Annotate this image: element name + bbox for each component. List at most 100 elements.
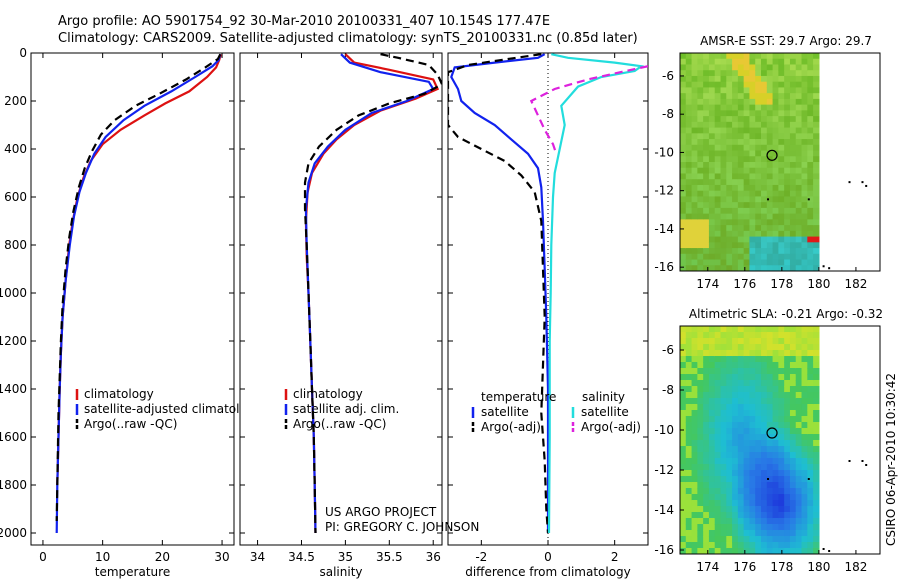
sla-cell (766, 500, 774, 507)
sla-cell (789, 494, 797, 501)
credit-project: US ARGO PROJECT (325, 505, 437, 519)
sla-cell (761, 530, 768, 537)
sla-cell (772, 326, 779, 333)
sla-cell (680, 410, 687, 417)
sla-cell (737, 368, 745, 375)
amsre-cell (784, 75, 791, 83)
amsre-cell (755, 144, 762, 152)
sla-cell (720, 464, 727, 471)
amsre-cell (772, 265, 779, 271)
amsre-cell (708, 144, 716, 152)
amsre-cell (749, 144, 756, 152)
amsre-cell (749, 75, 756, 83)
sla-cell (708, 338, 716, 345)
amsre-cell (726, 150, 733, 157)
amsre-cell (766, 121, 774, 129)
sla-cell (685, 452, 693, 459)
amsre-cell (801, 213, 808, 220)
amsre-land-dot (807, 198, 810, 201)
amsre-cell (801, 230, 808, 238)
sla-cell (697, 434, 704, 441)
sla-cell (778, 452, 785, 459)
sla-cell (801, 428, 808, 435)
sla-cell (784, 458, 791, 465)
sla-cell (755, 332, 762, 339)
sla-cell (761, 542, 768, 549)
amsre-cell (720, 127, 727, 134)
sla-cell (766, 464, 774, 471)
amsre-cell (778, 53, 785, 60)
sla-cell (761, 428, 768, 435)
sla-cell (761, 326, 768, 333)
amsre-cell (807, 202, 814, 209)
sla-cell (801, 356, 808, 363)
sla-cell (749, 398, 756, 405)
amsre-cell (778, 213, 785, 220)
amsre-cell (761, 150, 768, 157)
sla-cell (772, 434, 779, 441)
sla-cell (708, 350, 716, 357)
sla-cell (789, 476, 797, 483)
amsre-cell (813, 81, 820, 89)
amsre-land-dot (865, 184, 868, 187)
amsre-cell (685, 139, 693, 146)
sla-cell (703, 392, 710, 399)
sla-cell (755, 542, 762, 549)
amsre-cell (795, 144, 803, 152)
sla-cell (789, 548, 797, 554)
sla-cell (801, 488, 808, 495)
sla-cell (807, 458, 814, 465)
amsre-cell (807, 196, 814, 203)
sla-cell (697, 356, 704, 363)
amsre-cell (766, 98, 774, 106)
sla-cell (737, 410, 745, 417)
sla-cell (726, 410, 733, 417)
sla-cell (789, 434, 797, 441)
sla-cell (813, 392, 820, 399)
sla-cell (697, 548, 704, 554)
sla-cell (714, 446, 722, 453)
sla-cell (813, 458, 820, 465)
amsre-cell (697, 144, 704, 152)
sla-cell (761, 434, 768, 441)
sla-cell (778, 512, 785, 519)
credit-pi: PI: GREGORY C. JOHNSON (325, 520, 479, 534)
amsre-cell (732, 184, 739, 192)
sla-cell (703, 500, 710, 507)
amsre-cell (743, 104, 751, 111)
amsre-cell (772, 87, 779, 94)
amsre-cell (743, 259, 751, 266)
amsre-cell (708, 81, 716, 89)
amsre-cell (691, 127, 698, 134)
amsre-cell (737, 75, 745, 83)
amsre-cell (691, 213, 698, 220)
amsre-cell (720, 144, 727, 152)
sla-cell (726, 464, 733, 471)
amsre-cell (697, 248, 704, 255)
sla-cell (737, 452, 745, 459)
amsre-cell (807, 121, 814, 129)
sla-cell (761, 362, 768, 369)
amsre-cell (807, 259, 814, 266)
sla-cell (789, 464, 797, 471)
amsre-cell (737, 236, 745, 243)
amsre-cell (691, 236, 698, 243)
amsre-cell (743, 93, 751, 100)
sla-cell (703, 446, 710, 453)
sla-cell (772, 392, 779, 399)
amsre-xtick-label: 176 (733, 277, 756, 291)
sla-cell (680, 374, 687, 381)
sla-cell (795, 512, 803, 519)
sla-cell (761, 338, 768, 345)
amsre-cell (772, 179, 779, 186)
sla-cell (708, 404, 716, 411)
amsre-cell (789, 179, 797, 186)
sla-cell (807, 374, 814, 381)
salinity-legend-label: satellite adj. clim. (293, 402, 399, 416)
amsre-cell (691, 162, 698, 169)
sla-cell (737, 548, 745, 554)
sla-cell (789, 374, 797, 381)
amsre-cell (708, 127, 716, 134)
amsre-cell (714, 121, 722, 129)
sla-cell (720, 422, 727, 429)
